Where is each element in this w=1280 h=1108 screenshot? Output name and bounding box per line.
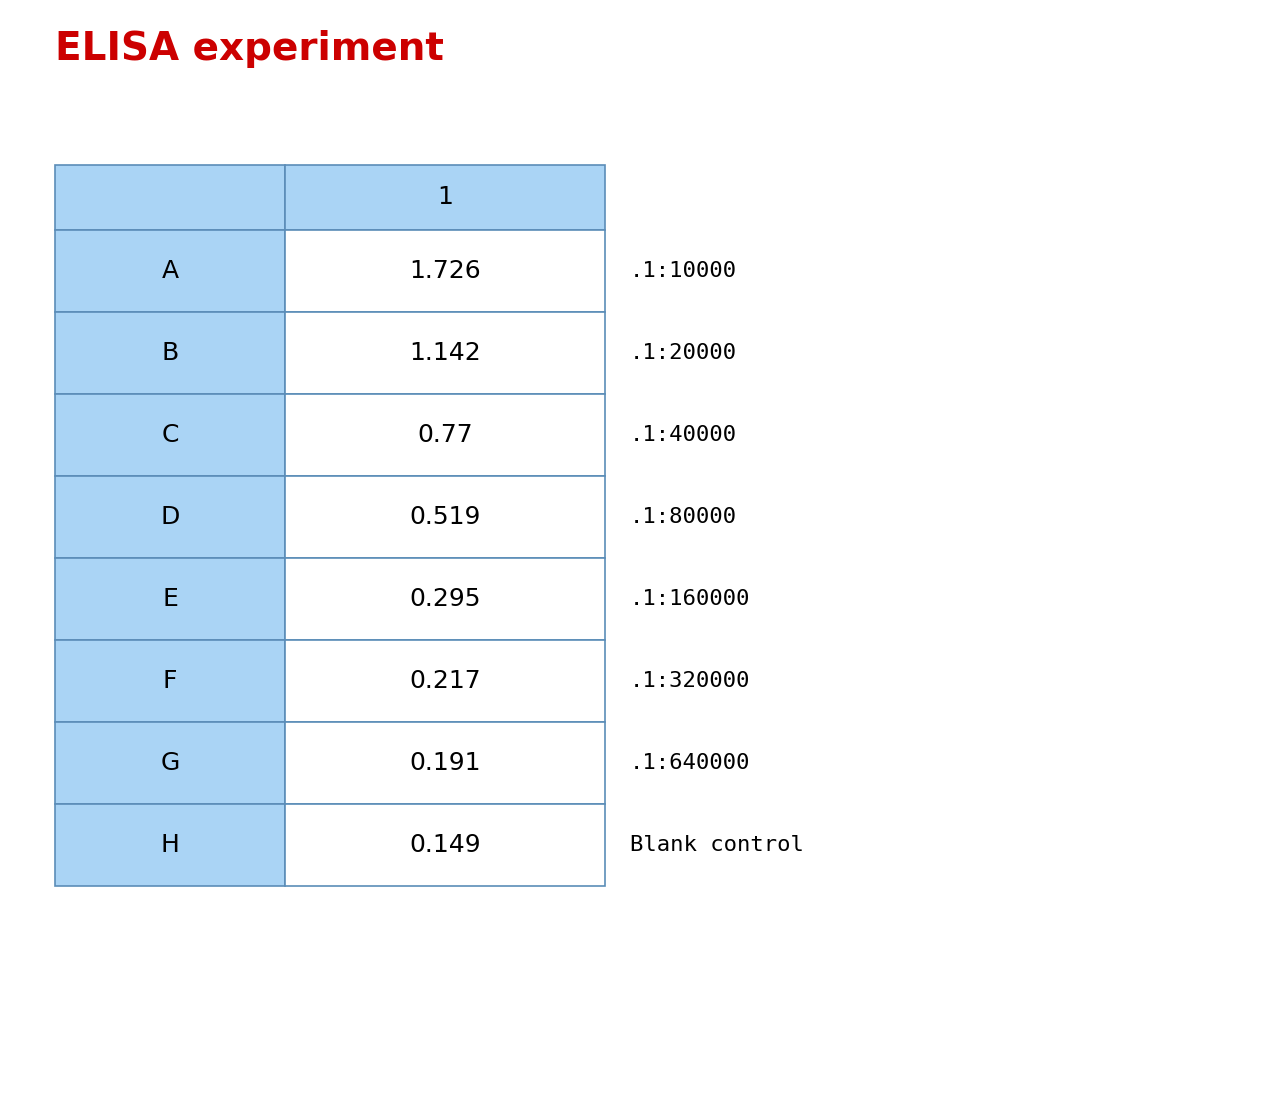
Bar <box>285 312 605 394</box>
Bar <box>285 722 605 804</box>
Text: G: G <box>160 751 179 774</box>
Text: D: D <box>160 505 179 529</box>
Bar <box>55 165 285 230</box>
Text: F: F <box>163 669 177 692</box>
Bar <box>55 230 285 312</box>
Text: ELISA experiment: ELISA experiment <box>55 30 444 68</box>
Text: .1:40000: .1:40000 <box>630 425 737 445</box>
Text: .1:320000: .1:320000 <box>630 671 750 691</box>
Bar <box>285 804 605 886</box>
Text: .1:80000: .1:80000 <box>630 507 737 527</box>
Bar <box>55 476 285 558</box>
Text: B: B <box>161 341 179 365</box>
Text: 1: 1 <box>436 185 453 209</box>
Text: 0.149: 0.149 <box>410 833 481 856</box>
Bar <box>285 476 605 558</box>
Bar <box>55 558 285 640</box>
Bar <box>285 230 605 312</box>
Text: 1.142: 1.142 <box>410 341 481 365</box>
Bar <box>285 165 605 230</box>
Bar <box>285 394 605 476</box>
Text: .1:10000: .1:10000 <box>630 261 737 281</box>
Bar <box>285 558 605 640</box>
Text: 0.77: 0.77 <box>417 423 472 447</box>
Text: A: A <box>161 259 179 283</box>
Text: 0.217: 0.217 <box>410 669 481 692</box>
Text: E: E <box>163 587 178 611</box>
Text: 1.726: 1.726 <box>410 259 481 283</box>
Bar <box>55 394 285 476</box>
Text: Blank control: Blank control <box>630 835 804 855</box>
Bar <box>55 640 285 722</box>
Bar <box>285 640 605 722</box>
Text: .1:160000: .1:160000 <box>630 589 750 609</box>
Text: .1:640000: .1:640000 <box>630 753 750 773</box>
Text: 0.191: 0.191 <box>410 751 481 774</box>
Bar <box>55 722 285 804</box>
Text: H: H <box>160 833 179 856</box>
Text: .1:20000: .1:20000 <box>630 343 737 363</box>
Bar <box>55 804 285 886</box>
Text: 0.519: 0.519 <box>410 505 481 529</box>
Text: C: C <box>161 423 179 447</box>
Bar <box>55 312 285 394</box>
Text: 0.295: 0.295 <box>410 587 481 611</box>
